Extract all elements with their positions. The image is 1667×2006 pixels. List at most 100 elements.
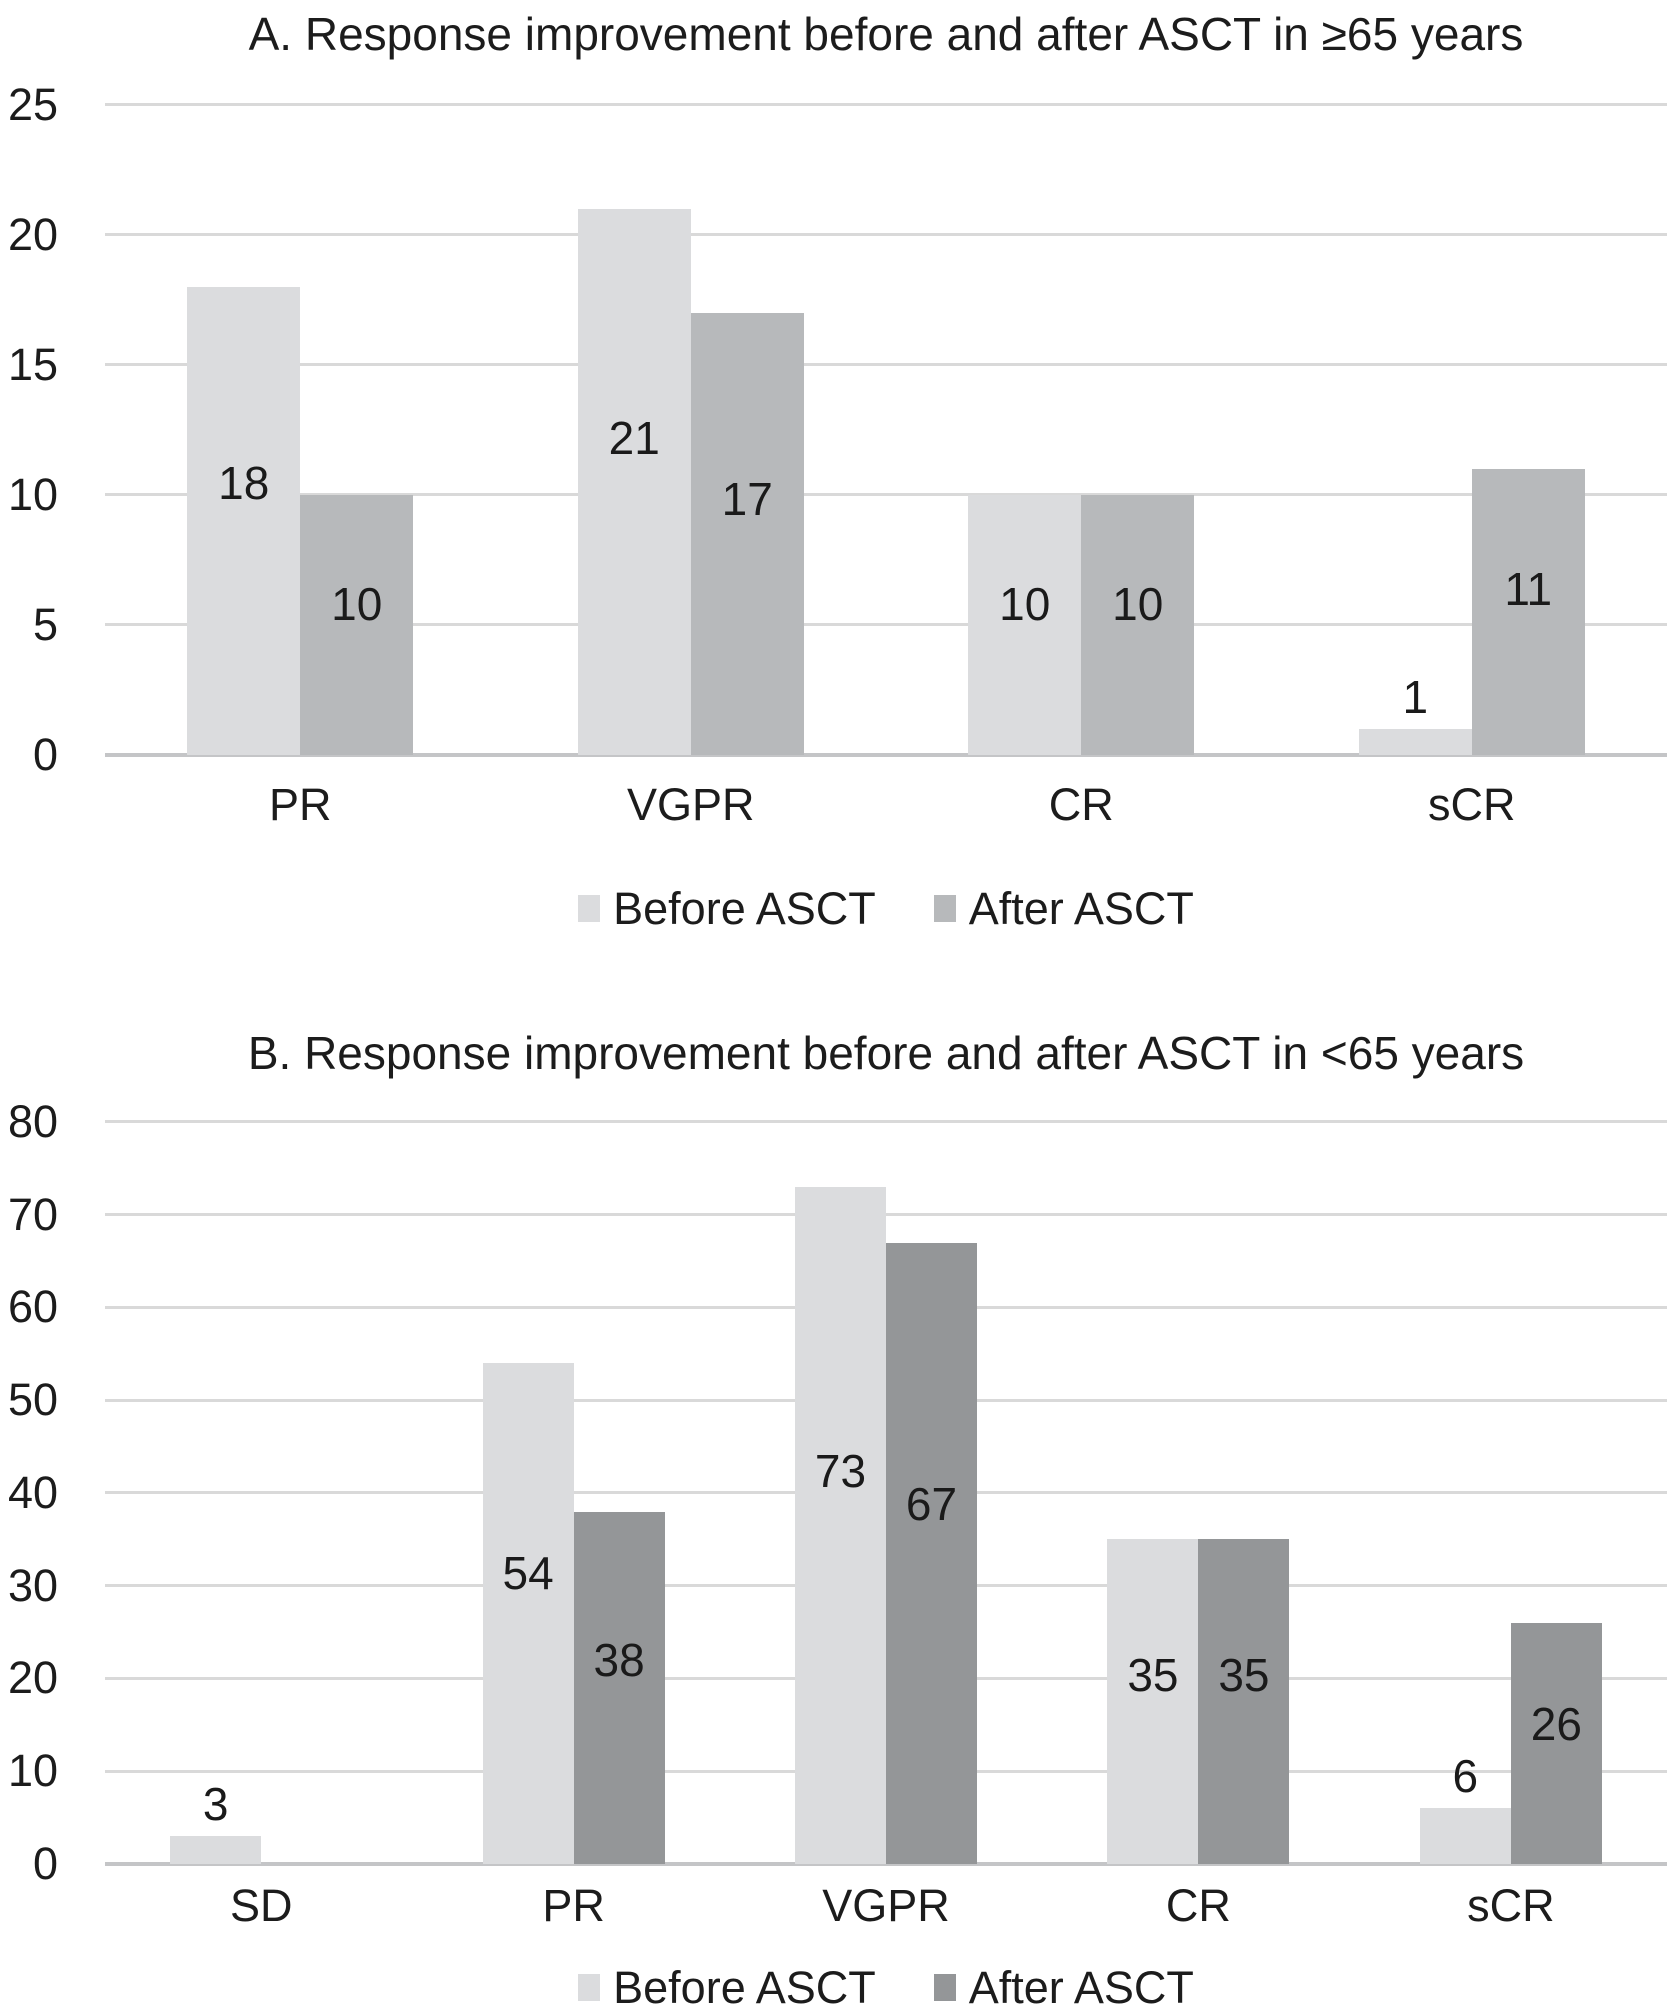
y-tick-label: 20 [7, 208, 58, 260]
bar-before-asct: 3 [170, 1778, 262, 1864]
legend-label-after-asct: After ASCT [968, 1961, 1194, 2006]
y-tick-label: 15 [7, 338, 58, 390]
chart-a-legend: Before ASCT After ASCT [105, 883, 1667, 935]
bar-before-asct: 6 [1419, 1750, 1511, 1864]
bar-before-asct: 21 [577, 208, 691, 755]
legend-label-before-asct: Before ASCT [613, 882, 876, 934]
chart-a-title: A. Response improvement before and after… [248, 8, 1524, 60]
y-tick-label: 80 [7, 1095, 58, 1147]
data-label: 10 [331, 578, 383, 631]
bar-after-asct: 38 [573, 1511, 665, 1864]
data-label: 67 [905, 1477, 958, 1530]
legend-swatch-after-asct [933, 895, 956, 923]
bar-groups: 3 54 38 73 67 35 35 6 26 [105, 1122, 1667, 1864]
y-tick-label: 60 [7, 1281, 58, 1333]
gridline [105, 1120, 1667, 1124]
x-axis-line [105, 1861, 1667, 1866]
y-tick-label: 25 [7, 78, 58, 130]
chart-b-plot-row: 0 10 20 30 40 50 60 70 80 3 54 38 73 67 35 35 6 26 [0, 1096, 1667, 1889]
bar-after-asct: 67 [886, 1242, 978, 1864]
bar-after-asct: 35 [1198, 1538, 1290, 1864]
chart-b-y-axis-labels: 0 10 20 30 40 50 60 70 80 [0, 1096, 105, 1889]
bar-groups: 18 10 21 17 10 10 1 11 [105, 105, 1667, 755]
y-tick-label: 20 [7, 1652, 58, 1704]
chart-b-x-axis-labels: SD PR VGPR CR sCR [105, 1880, 1667, 1932]
bar-before-asct: 1 [1358, 671, 1472, 755]
x-axis-line [105, 752, 1667, 757]
y-tick-label: 5 [32, 598, 58, 650]
x-axis-label: VGPR [822, 1879, 950, 1931]
bar-group: 21 17 [496, 105, 887, 755]
bar-group: 10 10 [886, 105, 1277, 755]
data-label: 54 [502, 1547, 554, 1600]
bar-group: 73 67 [730, 1122, 1042, 1864]
x-axis-label: CR [1048, 778, 1114, 830]
x-axis-label: PR [542, 1879, 605, 1931]
y-tick-label: 0 [32, 1837, 58, 1889]
bar-before-asct: 18 [187, 286, 301, 755]
legend-item-after-asct: After ASCT [933, 882, 1194, 935]
bar-group: 35 35 [1042, 1122, 1354, 1864]
data-label: 35 [1218, 1649, 1270, 1702]
bar-after-asct: 17 [690, 312, 804, 755]
data-label: 73 [814, 1445, 867, 1498]
legend-item-after-asct: After ASCT [933, 1961, 1194, 2006]
data-label: 11 [1504, 563, 1553, 615]
gridline [105, 493, 1667, 497]
bar-group: 18 10 [105, 105, 496, 755]
gridline [105, 103, 1667, 107]
data-label: 10 [999, 578, 1051, 631]
y-tick-label: 10 [7, 468, 58, 520]
chart-panel-a: A. Response improvement before and after… [0, 0, 1667, 935]
x-axis-label: CR [1165, 1879, 1231, 1931]
bar-before-asct: 73 [795, 1186, 887, 1864]
data-label: 26 [1530, 1698, 1582, 1750]
bar-before-asct: 10 [968, 494, 1082, 755]
x-axis-label: sCR [1467, 1879, 1555, 1931]
chart-a-x-axis-labels: PR VGPR CR sCR [105, 779, 1667, 831]
bar-group: 3 [105, 1122, 417, 1864]
data-label: 3 [202, 1777, 229, 1830]
bar-group: 1 11 [1277, 105, 1667, 755]
legend-item-before-asct: Before ASCT [578, 1962, 876, 2006]
bar-before-asct: 35 [1107, 1538, 1199, 1864]
data-label: 17 [721, 472, 773, 525]
x-axis-label: VGPR [626, 778, 755, 830]
bar-before-asct: 54 [482, 1362, 574, 1864]
x-axis-label: PR [268, 778, 332, 830]
bar-group: 54 38 [417, 1122, 729, 1864]
y-tick-label: 70 [7, 1188, 58, 1240]
data-label: 18 [218, 457, 270, 510]
data-label: 35 [1127, 1649, 1179, 1702]
x-axis-label: sCR [1428, 778, 1516, 830]
legend-swatch-before-asct [578, 1974, 601, 2002]
bar-group: 6 26 [1355, 1122, 1667, 1864]
bar-after-asct: 10 [300, 494, 414, 755]
bar-after-asct: 11 [1471, 468, 1585, 755]
y-tick-label: 0 [32, 728, 58, 780]
y-tick-label: 10 [7, 1745, 58, 1797]
legend-swatch-before-asct [578, 895, 601, 923]
chart-a-y-axis-labels: 0 5 10 15 20 25 [0, 79, 105, 780]
chart-a-plot-area: 18 10 21 17 10 10 1 11 [105, 103, 1667, 757]
gridline [105, 233, 1667, 237]
y-tick-label: 30 [7, 1559, 58, 1611]
bar-after-asct: 10 [1081, 494, 1195, 755]
chart-b-plot-area: 3 54 38 73 67 35 35 6 26 [105, 1120, 1667, 1866]
y-tick-label: 50 [7, 1374, 58, 1426]
data-label: 6 [1452, 1749, 1479, 1802]
legend-label-before-asct: Before ASCT [613, 1961, 876, 2006]
data-label: 1 [1402, 670, 1429, 723]
gridline [105, 363, 1667, 367]
x-axis-label: SD [229, 1879, 293, 1931]
data-label: 10 [1112, 578, 1164, 631]
legend-item-before-asct: Before ASCT [578, 883, 876, 935]
chart-b-legend: Before ASCT After ASCT [105, 1962, 1667, 2006]
legend-label-after-asct: After ASCT [968, 882, 1194, 934]
y-tick-label: 40 [7, 1466, 58, 1518]
bar-after-asct: 26 [1510, 1622, 1602, 1864]
chart-panel-b: B. Response improvement before and after… [0, 1027, 1667, 2006]
data-label: 21 [608, 412, 660, 465]
legend-swatch-after-asct [933, 1974, 956, 2002]
